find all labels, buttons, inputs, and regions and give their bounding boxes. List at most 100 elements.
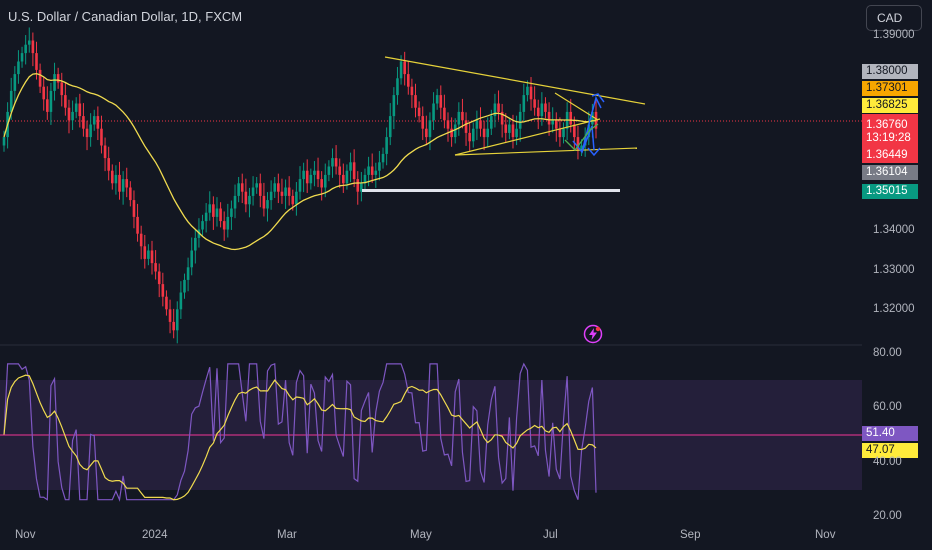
- candle-body: [226, 216, 230, 230]
- candle-body: [9, 90, 13, 112]
- candle-body: [215, 208, 219, 217]
- rsi-value-label: 51.40: [862, 426, 918, 441]
- candle-body: [547, 111, 551, 125]
- moving-average-line: [3, 73, 596, 251]
- candle-body: [38, 69, 42, 87]
- candle-body: [327, 166, 331, 175]
- candle-body: [42, 86, 46, 100]
- candle-body: [287, 187, 291, 196]
- candle-body: [298, 179, 302, 192]
- currency-button[interactable]: CAD: [866, 5, 922, 31]
- candle-body: [85, 128, 89, 138]
- candle-body: [222, 221, 226, 230]
- price-label-1.37301: 1.37301: [862, 81, 918, 96]
- candle-body: [417, 107, 421, 117]
- projection-green-path[interactable]: [564, 123, 599, 151]
- candle-body: [370, 166, 374, 175]
- candle-body: [421, 116, 425, 129]
- lower-trendline[interactable]: [454, 147, 638, 156]
- rsi-line: [3, 362, 597, 502]
- candle-body: [309, 174, 313, 184]
- candle-body: [168, 309, 172, 322]
- candle-body: [183, 279, 186, 293]
- price-label-1.36104: 1.36104: [862, 165, 918, 180]
- candle-body: [194, 237, 197, 251]
- candle-body: [201, 221, 204, 230]
- candle-body: [450, 128, 453, 138]
- candle-body: [374, 170, 378, 175]
- candle-body: [27, 40, 31, 45]
- rsi-ma-label: 47.07: [862, 443, 918, 458]
- candle-body: [439, 95, 443, 108]
- projection-up-path[interactable]: [572, 95, 602, 154]
- candle-body: [13, 74, 17, 91]
- candle-body: [219, 208, 222, 222]
- candle-body: [114, 174, 118, 184]
- candle-body: [35, 53, 38, 70]
- candle-body: [490, 116, 493, 129]
- candle-body: [457, 111, 461, 125]
- candle-body: [497, 103, 500, 112]
- chart-title: U.S. Dollar / Canadian Dollar, 1D, FXCM: [8, 9, 243, 24]
- candle-body: [569, 111, 573, 125]
- candle-body: [388, 116, 392, 138]
- candle-body: [533, 99, 536, 108]
- candle-body: [302, 170, 305, 180]
- candle-body: [342, 174, 345, 184]
- candle-body: [378, 162, 381, 171]
- candle-body: [414, 95, 417, 108]
- candle-body: [280, 191, 284, 196]
- candle-body: [255, 183, 258, 188]
- rsi-tick: 20.00: [873, 510, 902, 522]
- candle-body: [64, 95, 67, 108]
- last-price-label: 1.36760 13:19:28: [862, 114, 918, 151]
- upper-trendline[interactable]: [384, 56, 646, 105]
- candle-body: [573, 124, 576, 138]
- candle-body: [356, 179, 360, 192]
- candle-body: [349, 162, 352, 171]
- candle-body: [504, 124, 508, 133]
- candle-body: [31, 40, 35, 54]
- candle-body: [179, 292, 183, 310]
- lightning-circle-icon[interactable]: [583, 324, 603, 344]
- candle-body: [518, 111, 522, 129]
- candle-body: [313, 170, 316, 175]
- support-level-line[interactable]: [362, 189, 620, 192]
- candle-body: [345, 170, 349, 184]
- candle-body: [284, 187, 287, 196]
- wedge-trendline[interactable]: [454, 118, 601, 156]
- candle-body: [331, 158, 334, 167]
- price-label-1.36449: 1.36449: [862, 148, 918, 163]
- candle-body: [125, 179, 129, 188]
- candle-body: [139, 233, 143, 247]
- candle-body: [110, 170, 114, 184]
- candle-body: [479, 120, 482, 129]
- candle-body: [273, 183, 277, 192]
- price-label-1.36825: 1.36825: [862, 98, 918, 113]
- candle-body: [392, 95, 396, 117]
- candle-body: [190, 250, 194, 268]
- candle-body: [67, 107, 71, 121]
- candle-body: [403, 61, 406, 75]
- candle-body: [17, 61, 20, 75]
- candle-body: [266, 200, 269, 209]
- candle-body: [82, 116, 85, 129]
- projection-down-path[interactable]: [581, 125, 595, 153]
- candle-body: [2, 137, 6, 146]
- candle-body: [136, 216, 139, 234]
- candle-body: [161, 284, 165, 297]
- candle-body: [204, 212, 208, 222]
- rsi-tick: 80.00: [873, 347, 902, 359]
- price-tick: 1.39000: [873, 29, 915, 41]
- candle-body: [425, 128, 428, 138]
- candle-body: [544, 103, 547, 112]
- candle-body: [493, 103, 497, 117]
- candle-body: [71, 111, 74, 121]
- candle-body: [212, 204, 215, 217]
- candle-body: [529, 86, 533, 100]
- candle-body: [251, 187, 255, 196]
- candle-body: [381, 153, 385, 163]
- candle-body: [591, 111, 594, 125]
